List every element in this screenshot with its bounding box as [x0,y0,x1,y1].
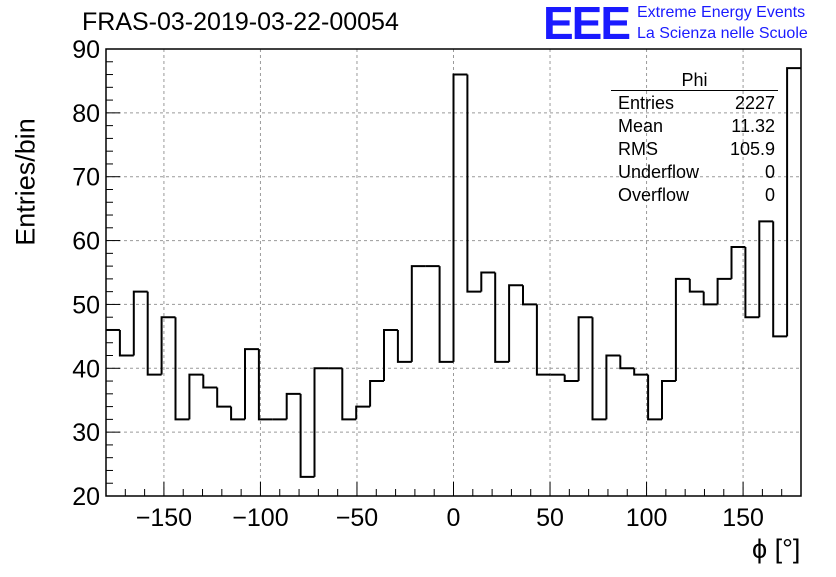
logo-subtitle-line1: Extreme Energy Events [637,4,806,21]
stats-value: 0 [764,162,775,182]
stats-label: Overflow [618,185,690,205]
histogram-bin [132,290,148,356]
histogram-bin [661,380,676,420]
histogram-bin [396,329,412,363]
histogram-bin [619,355,635,370]
x-axis-label: ϕ [°] [752,534,801,564]
histogram-bin [118,329,134,357]
histogram-bin [438,266,454,363]
histogram-bin [299,393,315,478]
histogram-bin [730,245,746,279]
histogram-bin [369,380,384,407]
stats-row-mean: Mean 11.32 [611,115,778,138]
histogram-bin [216,387,232,408]
stats-value: 0 [764,185,775,205]
chart-title: FRAS-03-2019-03-22-00054 [82,8,399,36]
y-tick-label: 30 [72,419,100,447]
stats-title: Phi [681,70,708,90]
stats-label: Underflow [618,162,700,182]
histogram-bin [202,374,218,389]
stats-label: Mean [618,116,664,136]
histogram-bin [452,73,468,362]
histogram-bin [174,317,190,421]
eee-logo: EEE [543,0,631,49]
histogram-bin [674,277,690,382]
y-tick-label: 20 [72,483,100,511]
stats-box: Phi Entries 2227 Mean 11.32 RMS 105.9 Un… [611,70,778,207]
histogram-bin [466,74,482,293]
stats-row-entries: Entries 2227 [611,92,778,115]
histogram-bin [494,272,510,363]
histogram-bin [355,405,371,420]
histogram-bin [522,285,537,306]
stats-row-underflow: Underflow 0 [611,161,778,184]
histogram-bin [772,221,788,338]
histogram-bin [647,374,662,421]
histogram-bin [410,265,426,362]
x-tick-label: −50 [336,504,378,532]
histogram-bin [480,271,496,292]
histogram-bin [535,304,551,376]
histogram-bin [188,373,204,420]
stats-row-rms: RMS 105.9 [611,138,778,161]
y-tick-label: 80 [72,100,100,128]
histogram-bin [341,368,357,421]
histogram-bin [146,291,162,376]
histogram-bin [160,316,176,375]
histogram-bin [786,67,801,337]
y-tick-label: 70 [72,164,100,192]
x-tick-label: 100 [626,504,668,532]
histogram-bin [744,246,760,319]
stats-value: 105.9 [729,139,775,159]
x-tick-label: 0 [447,504,461,532]
histogram-bin [257,349,273,421]
stats-label: RMS [618,139,658,159]
histogram-bin [605,354,621,420]
histogram-bin [702,291,718,306]
y-tick-label: 40 [72,355,100,383]
logo-subtitle-line2: La Scienza nelle Scuole [637,25,808,42]
histogram-bin [716,277,732,305]
histogram-bin [563,374,579,383]
stats-divider [611,90,778,91]
x-tick-label: −100 [232,504,288,532]
y-tick-label: 60 [72,228,100,256]
x-tick-label: 50 [536,504,564,532]
histogram-bin [633,368,649,376]
histogram-bin [758,220,774,318]
x-tick-label: 150 [722,504,764,532]
y-axis-label-box: Entries/bin [6,112,46,252]
x-tick-label: −150 [136,504,192,532]
histogram-bin [244,348,259,420]
histogram-bin [508,284,523,362]
histogram-bin [591,317,607,421]
stats-value: 2227 [734,93,775,113]
histogram-bin [688,278,704,293]
stats-row-overflow: Overflow 0 [611,184,778,207]
histogram-bin [577,316,593,382]
y-tick-label: 90 [72,36,100,64]
histogram-bin [285,392,301,420]
histogram-bin [230,406,245,421]
histogram-bin [383,328,398,382]
y-tick-label: 50 [72,291,100,319]
y-axis-label: Entries/bin [10,118,41,246]
stats-label: Entries [618,93,675,113]
stats-value: 11.32 [731,116,775,136]
histogram-bin [313,367,329,477]
